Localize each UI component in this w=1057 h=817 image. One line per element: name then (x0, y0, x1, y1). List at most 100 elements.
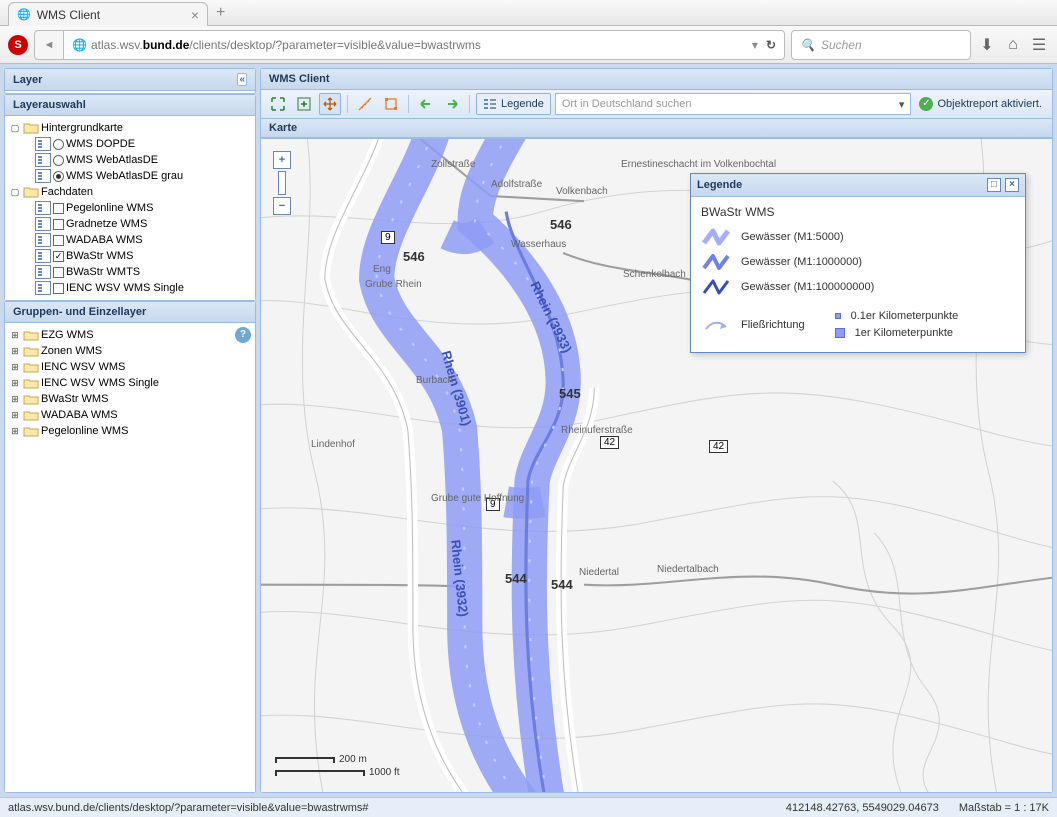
checkbox[interactable] (53, 203, 64, 214)
pan-button[interactable] (319, 93, 341, 115)
gruppen-item[interactable]: ⊞ WADABA WMS (7, 407, 253, 423)
radio-button[interactable] (53, 155, 64, 166)
gruppen-item[interactable]: ⊞ Zonen WMS (7, 343, 231, 359)
fach-layer-item[interactable]: Pegelonline WMS (7, 200, 253, 216)
layer-label: WADABA WMS (66, 234, 143, 246)
fach-layer-item[interactable]: IENC WSV WMS Single (7, 280, 253, 296)
checkbox[interactable] (53, 283, 64, 294)
layerauswahl-title: Layerauswahl (13, 99, 86, 111)
folder-icon (23, 360, 39, 374)
gruppen-item[interactable]: ⊞ BWaStr WMS (7, 391, 253, 407)
new-tab-button[interactable]: + (216, 4, 225, 25)
expander-icon[interactable]: ⊞ (9, 330, 21, 341)
folder-open-icon (23, 185, 39, 199)
expander-icon[interactable]: ⊞ (9, 378, 21, 389)
checkbox[interactable] (53, 235, 64, 246)
legend-row-label: Gewässer (M1:1000000) (741, 256, 862, 268)
maximize-icon[interactable]: □ (987, 178, 1001, 192)
folder-hintergrundkarte[interactable]: ▢ Hintergrundkarte (7, 120, 253, 136)
folder-fachdaten[interactable]: ▢ Fachdaten (7, 184, 253, 200)
back-button[interactable]: ◄ (34, 30, 64, 60)
fach-layer-item[interactable]: Gradnetze WMS (7, 216, 253, 232)
folder-icon (23, 344, 39, 358)
measure-line-button[interactable] (354, 93, 376, 115)
status-indicator: ✓ Objektreport aktiviert. (915, 97, 1046, 111)
layer-icon (35, 249, 51, 263)
gruppen-label: IENC WSV WMS Single (41, 377, 159, 389)
help-icon[interactable]: ? (235, 327, 251, 343)
dropdown-icon[interactable]: ▾ (752, 38, 758, 52)
place-label: Schenkelbach (623, 269, 686, 280)
prev-extent-button[interactable] (415, 93, 437, 115)
legend-source: BWaStr WMS (701, 205, 1015, 219)
url-path: /clients/desktop/?parameter=visible&valu… (189, 38, 480, 52)
zoom-in-button[interactable] (293, 93, 315, 115)
place-label: Lindenhof (311, 439, 355, 450)
fach-layer-item[interactable]: WADABA WMS (7, 232, 253, 248)
place-label: Niedertalbach (657, 564, 719, 575)
checkbox[interactable] (53, 267, 64, 278)
legend-row: Gewässer (M1:1000000) (701, 252, 1015, 272)
expander-icon[interactable]: ⊞ (9, 394, 21, 405)
folder-icon (23, 328, 39, 342)
menu-icon[interactable]: ☰ (1029, 35, 1049, 55)
collapse-icon[interactable]: « (237, 73, 247, 86)
measure-area-button[interactable] (380, 93, 402, 115)
layer-panel: Layer « (4, 68, 256, 94)
expander-icon[interactable]: ⊞ (9, 346, 21, 357)
layer-label: IENC WSV WMS Single (66, 282, 184, 294)
close-icon[interactable]: × (1005, 178, 1019, 192)
reload-icon[interactable]: ↻ (766, 38, 776, 52)
legend-button[interactable]: Legende (476, 93, 551, 115)
downloads-icon[interactable]: ⬇ (977, 35, 997, 55)
scale-top: 200 m (339, 754, 367, 765)
gruppen-label: BWaStr WMS (41, 393, 108, 405)
gruppen-item[interactable]: ⊞ EZG WMS (7, 327, 231, 343)
browser-tab[interactable]: 🌐 WMS Client × (8, 2, 208, 26)
url-bar[interactable]: 🌐 atlas.wsv.bund.de/clients/desktop/?par… (64, 30, 785, 60)
zoom-slider[interactable] (278, 171, 286, 195)
chevron-down-icon[interactable]: ▾ (899, 98, 905, 111)
checkbox[interactable] (53, 219, 64, 230)
layer-icon (35, 137, 51, 151)
gruppen-label: EZG WMS (41, 329, 94, 341)
expander-icon[interactable]: ⊞ (9, 426, 21, 437)
road-shield: 42 (709, 440, 728, 453)
zoom-in-btn[interactable]: + (273, 151, 291, 169)
status-url: atlas.wsv.bund.de/clients/desktop/?param… (8, 802, 786, 814)
globe-icon: 🌐 (17, 8, 31, 21)
browser-search[interactable]: 🔍 Suchen (791, 30, 971, 60)
wms-title: WMS Client (269, 73, 330, 85)
expander-icon[interactable]: ▢ (9, 187, 21, 198)
map-canvas[interactable]: + − 994242546546545544544Rhein (3933)Rhe… (261, 138, 1052, 792)
next-extent-button[interactable] (441, 93, 463, 115)
km-number: 546 (550, 217, 572, 232)
site-identity-icon[interactable]: S (8, 35, 28, 55)
expander-icon[interactable]: ⊞ (9, 362, 21, 373)
gruppen-item[interactable]: ⊞ Pegelonline WMS (7, 423, 253, 439)
zoom-out-btn[interactable]: − (273, 197, 291, 215)
bg-layer-item[interactable]: WMS WebAtlasDE (7, 152, 253, 168)
layer-icon (35, 281, 51, 295)
folder-icon (23, 408, 39, 422)
expander-icon[interactable]: ▢ (9, 123, 21, 134)
checkbox[interactable]: ✓ (53, 251, 64, 262)
map-toolbar: Legende Ort in Deutschland suchen ▾ ✓ Ob… (261, 90, 1052, 119)
layer-label: BWaStr WMS (66, 250, 133, 262)
search-icon: 🔍 (800, 38, 815, 52)
bg-layer-item[interactable]: WMS DOPDE (7, 136, 253, 152)
radio-button[interactable] (53, 171, 64, 182)
zoom-extent-button[interactable] (267, 93, 289, 115)
fach-layer-item[interactable]: ✓ BWaStr WMS (7, 248, 253, 264)
home-icon[interactable]: ⌂ (1003, 36, 1023, 54)
gruppen-item[interactable]: ⊞ IENC WSV WMS Single (7, 375, 253, 391)
location-search[interactable]: Ort in Deutschland suchen ▾ (555, 93, 912, 115)
fach-layer-item[interactable]: BWaStr WMTS (7, 264, 253, 280)
radio-button[interactable] (53, 139, 64, 150)
close-icon[interactable]: × (191, 7, 199, 23)
url-prefix: atlas.wsv. (91, 38, 143, 52)
bg-layer-item[interactable]: WMS WebAtlasDE grau (7, 168, 253, 184)
layer-label: BWaStr WMTS (66, 266, 140, 278)
gruppen-item[interactable]: ⊞ IENC WSV WMS (7, 359, 253, 375)
expander-icon[interactable]: ⊞ (9, 410, 21, 421)
